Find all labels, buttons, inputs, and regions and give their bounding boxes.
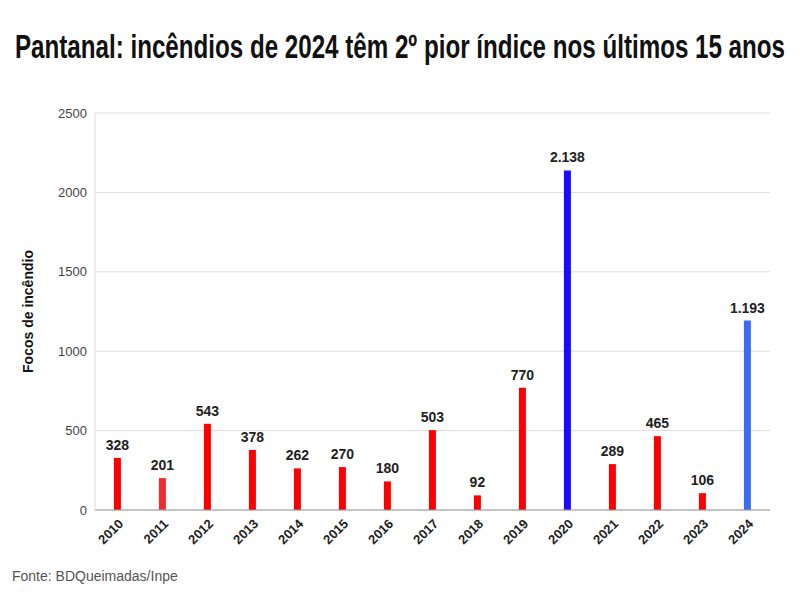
svg-text:201: 201 — [151, 457, 175, 473]
svg-text:2015: 2015 — [320, 516, 351, 547]
svg-text:2020: 2020 — [545, 516, 576, 547]
svg-text:2012: 2012 — [185, 516, 216, 547]
svg-text:180: 180 — [376, 460, 400, 476]
svg-text:289: 289 — [601, 443, 625, 459]
svg-text:270: 270 — [331, 446, 355, 462]
svg-text:378: 378 — [241, 429, 265, 445]
svg-text:2500: 2500 — [58, 106, 87, 121]
svg-text:543: 543 — [196, 403, 220, 419]
svg-text:2014: 2014 — [275, 515, 307, 547]
svg-text:262: 262 — [286, 447, 310, 463]
svg-text:Focos de incêndio: Focos de incêndio — [20, 250, 36, 373]
svg-text:2018: 2018 — [455, 516, 486, 547]
html-text:Fonte: BDQueimadas/Inpe: Fonte: BDQueimadas/Inpe — [12, 568, 178, 584]
svg-text:465: 465 — [646, 415, 670, 431]
svg-text:2023: 2023 — [680, 516, 711, 547]
svg-text:2017: 2017 — [410, 516, 441, 547]
svg-text:2000: 2000 — [58, 185, 87, 200]
svg-text:328: 328 — [106, 437, 130, 453]
svg-text:503: 503 — [421, 409, 445, 425]
svg-text:2.138: 2.138 — [550, 149, 585, 165]
svg-text:2013: 2013 — [230, 516, 261, 547]
svg-text:2011: 2011 — [141, 516, 172, 547]
svg-text:92: 92 — [470, 474, 486, 490]
svg-text:0: 0 — [80, 503, 87, 518]
svg-text:2024: 2024 — [725, 515, 757, 547]
svg-text:106: 106 — [691, 472, 715, 488]
svg-text:2022: 2022 — [635, 516, 666, 547]
svg-text:2021: 2021 — [590, 516, 621, 547]
svg-text:1000: 1000 — [58, 344, 87, 359]
svg-text:500: 500 — [65, 423, 87, 438]
svg-text:2016: 2016 — [365, 516, 396, 547]
svg-text:770: 770 — [511, 367, 535, 383]
svg-text:1500: 1500 — [58, 264, 87, 279]
svg-text:2019: 2019 — [500, 516, 531, 547]
svg-text:2010: 2010 — [95, 516, 126, 547]
svg-text:Pantanal: incêndios de 2024 tê: Pantanal: incêndios de 2024 têm 2º pior … — [15, 27, 785, 65]
svg-text:1.193: 1.193 — [730, 300, 765, 316]
